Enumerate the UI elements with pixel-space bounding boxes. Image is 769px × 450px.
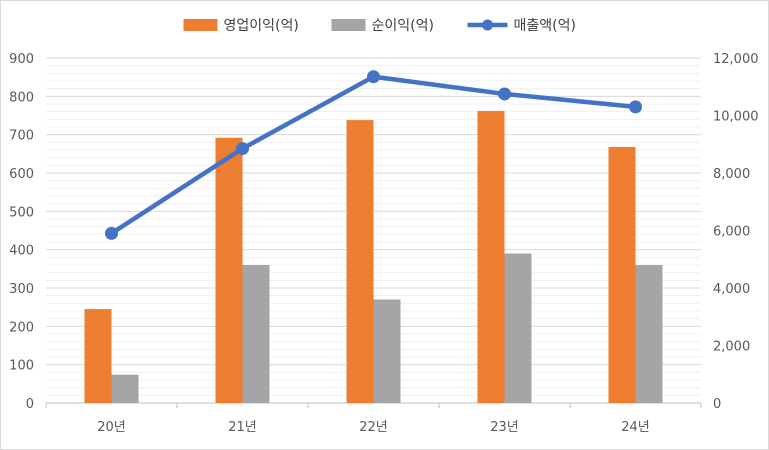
y-left-tick-label: 0 xyxy=(26,397,34,412)
y-left-tick-label: 900 xyxy=(9,52,34,67)
y-left-tick-label: 800 xyxy=(9,90,34,105)
legend-swatch xyxy=(331,19,366,31)
y-right-tick-label: 10,000 xyxy=(713,110,759,125)
y-right-tick-label: 2,000 xyxy=(713,340,750,355)
legend-swatch xyxy=(183,19,218,31)
line-point xyxy=(105,226,118,240)
y-right-tick-label: 6,000 xyxy=(713,225,750,240)
y-left-tick-label: 200 xyxy=(9,320,34,335)
y-right-tick-label: 4,000 xyxy=(713,282,750,297)
y-left-tick-label: 300 xyxy=(9,282,34,297)
legend-label: 매출액(억) xyxy=(514,18,576,34)
bar xyxy=(111,374,139,403)
y-left-tick-label: 100 xyxy=(9,359,34,374)
y-right-tick-label: 0 xyxy=(713,397,721,412)
x-tick-label: 24년 xyxy=(621,420,650,435)
y-right-tick-label: 12,000 xyxy=(713,52,759,67)
bar xyxy=(477,110,505,404)
legend-swatch-marker xyxy=(482,19,493,31)
y-left-tick-label: 700 xyxy=(9,129,34,144)
x-tick-label: 22년 xyxy=(359,420,388,435)
y-left-tick-label: 500 xyxy=(9,205,34,220)
bar xyxy=(635,265,663,403)
bar xyxy=(346,120,374,403)
bar xyxy=(215,137,243,403)
bar xyxy=(84,309,112,403)
bar xyxy=(608,146,636,403)
x-tick-label: 21년 xyxy=(228,420,257,435)
line-point xyxy=(498,87,511,101)
line-point xyxy=(629,100,642,114)
bar xyxy=(373,299,401,403)
bar xyxy=(504,253,532,403)
legend-label: 영업이익(억) xyxy=(224,18,299,34)
legend-label: 순이익(억) xyxy=(372,18,434,34)
y-left-tick-label: 600 xyxy=(9,167,34,182)
y-right-tick-label: 8,000 xyxy=(713,167,750,182)
y-left-tick-label: 400 xyxy=(9,244,34,259)
line-point xyxy=(367,70,380,84)
x-tick-label: 23년 xyxy=(490,420,519,435)
line-point xyxy=(236,142,249,156)
bar xyxy=(242,265,270,403)
x-tick-label: 20년 xyxy=(97,420,126,435)
